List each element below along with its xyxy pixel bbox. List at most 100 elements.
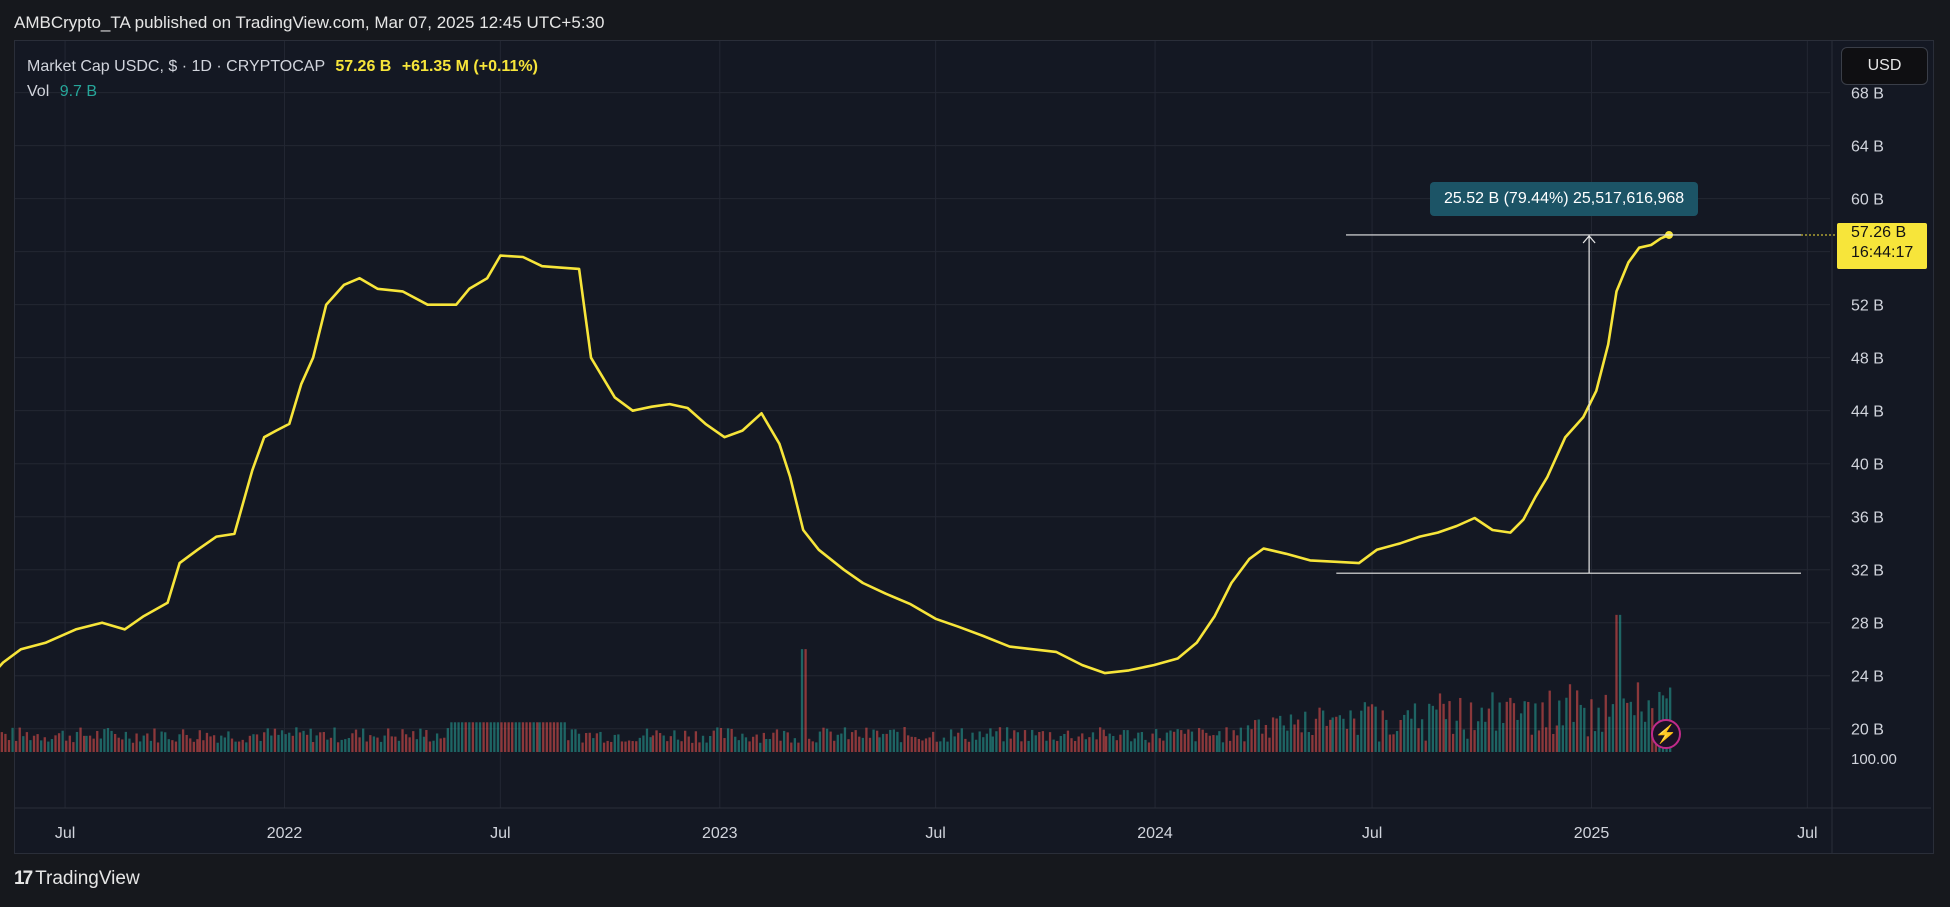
lightning-icon[interactable]: ⚡ xyxy=(1651,719,1681,749)
volume-bar xyxy=(40,740,43,752)
volume-bar xyxy=(673,730,676,752)
volume-bar xyxy=(205,732,209,752)
volume-bar xyxy=(315,735,318,752)
volume-bar xyxy=(818,731,822,752)
volume-bar xyxy=(694,731,698,752)
volume-bar xyxy=(1236,735,1239,752)
volume-bar xyxy=(861,737,864,752)
volume-bar xyxy=(808,738,811,752)
volume-bar xyxy=(223,737,226,752)
volume-bar xyxy=(1505,701,1508,752)
volume-bar xyxy=(585,733,588,752)
volume-bar xyxy=(142,735,145,752)
volume-bar xyxy=(365,741,368,752)
volume-bar xyxy=(329,737,333,752)
volume-bar xyxy=(624,741,627,752)
volume-bar xyxy=(748,741,751,752)
footer-brand[interactable]: 17 TradingView xyxy=(14,868,140,890)
volume-bar xyxy=(1575,690,1579,752)
market-cap-line[interactable] xyxy=(0,233,1670,848)
volume-bar xyxy=(1331,717,1334,752)
volume-bar xyxy=(507,722,510,752)
volume-bar xyxy=(302,730,305,752)
volume-bar xyxy=(1201,729,1204,752)
volume-bar xyxy=(1059,735,1062,752)
publish-bar: AMBCrypto_TA published on TradingView.co… xyxy=(0,0,1950,40)
volume-bar xyxy=(1329,719,1332,752)
volume-bar xyxy=(354,729,358,752)
y-tick-label: 44 B xyxy=(1851,404,1884,421)
volume-bar xyxy=(577,733,581,752)
volume-bar xyxy=(1115,740,1118,752)
volume-bar xyxy=(878,737,881,752)
volume-bar xyxy=(1640,711,1643,752)
volume-bar xyxy=(1250,729,1253,752)
volume-bar xyxy=(804,649,807,752)
legend-vol-label[interactable]: Vol xyxy=(27,83,50,100)
volume-bar xyxy=(552,722,556,752)
volume-bar xyxy=(719,727,723,752)
volume-bar xyxy=(1552,733,1555,752)
volume-bar xyxy=(1438,693,1442,752)
volume-bar xyxy=(174,741,178,752)
volume-bar xyxy=(1451,733,1455,752)
volume-bar xyxy=(1261,733,1264,752)
volume-bar xyxy=(1077,736,1080,752)
volume-bar xyxy=(1048,732,1052,752)
volume-bar xyxy=(581,742,584,752)
volume-bar xyxy=(680,741,683,752)
volume-bar xyxy=(910,736,913,752)
volume-bar xyxy=(65,740,68,752)
volume-bar xyxy=(0,732,3,752)
volume-bar xyxy=(1318,707,1321,752)
volume-bar xyxy=(1172,731,1176,752)
volume-bar xyxy=(545,722,548,752)
volume-bar xyxy=(932,731,935,752)
volume-bar xyxy=(762,732,766,752)
volume-bar xyxy=(840,733,843,752)
volume-bar xyxy=(528,722,532,752)
volume-bar xyxy=(1473,730,1476,752)
volume-bar xyxy=(103,729,106,752)
volume-bar xyxy=(1590,699,1593,752)
x-tick-label: Jul xyxy=(925,825,945,842)
volume-bar xyxy=(1264,724,1268,752)
volume-bar xyxy=(61,730,64,752)
volume-bar xyxy=(1370,704,1374,752)
volume-bar xyxy=(1271,717,1275,752)
volume-bar xyxy=(1243,741,1246,752)
volume-bar xyxy=(54,735,57,752)
volume-bar xyxy=(156,742,160,752)
volume-bar xyxy=(1469,702,1473,752)
currency-button[interactable]: USD xyxy=(1841,47,1928,85)
volume-bar xyxy=(425,730,428,752)
volume-bar xyxy=(734,736,737,752)
volume-bar xyxy=(1282,725,1285,752)
volume-bar xyxy=(899,742,903,752)
volume-bar xyxy=(1129,741,1133,752)
volume-bar xyxy=(1484,721,1487,752)
volume-bar xyxy=(82,735,86,752)
volume-bar xyxy=(1215,735,1219,752)
volume-bar xyxy=(478,722,482,752)
volume-bar xyxy=(514,722,517,752)
volume-bar xyxy=(99,738,102,752)
volume-bar xyxy=(1448,701,1451,752)
volume-bar xyxy=(1137,732,1140,752)
volume-bar xyxy=(1197,728,1201,752)
volume-bar xyxy=(189,738,192,752)
volume-bar xyxy=(536,722,539,752)
volume-bar xyxy=(1304,711,1307,752)
volume-bar xyxy=(635,741,638,752)
volume-bar xyxy=(446,728,449,752)
legend-symbol[interactable]: Market Cap USDC, $ · 1D · CRYPTOCAP xyxy=(27,58,325,75)
volume-bar xyxy=(698,742,701,752)
volume-bar xyxy=(322,732,325,752)
volume-bar xyxy=(511,722,514,752)
volume-bar xyxy=(1104,736,1108,752)
volume-bar xyxy=(376,737,379,752)
last-price-value: 57.26 B xyxy=(1851,224,1907,241)
volume-bar xyxy=(443,737,446,752)
volume-bar xyxy=(917,738,921,752)
